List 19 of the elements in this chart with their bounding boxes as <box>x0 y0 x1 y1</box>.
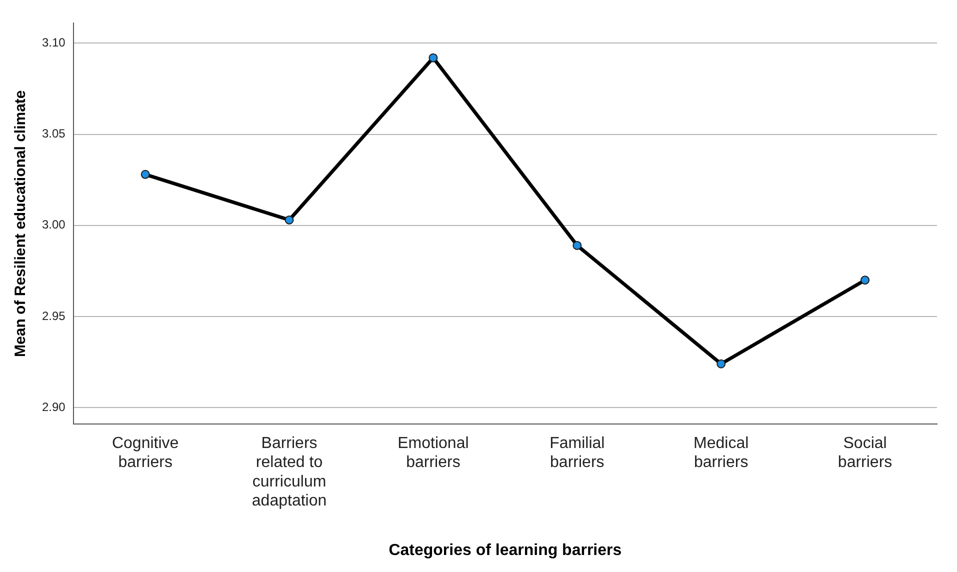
y-tick-label: 3.05 <box>42 126 66 141</box>
y-axis-title: Mean of Resilient educational climate <box>12 90 30 357</box>
point <box>572 240 582 250</box>
x-tick-label: Barriers related to curriculum adaptation <box>252 435 327 510</box>
point <box>284 215 294 224</box>
y-tick-label: 2.95 <box>42 308 66 323</box>
x-tick-label: Social barriers <box>838 435 892 472</box>
x-tick-label: Familial barriers <box>550 435 605 472</box>
point <box>140 170 150 179</box>
y-tick-label: 3.00 <box>42 218 66 232</box>
x-tick-label: Emotional barriers <box>398 435 469 472</box>
y-tick-label: 3.10 <box>42 36 66 50</box>
x-axis-title: Categories of learning barriers <box>388 542 622 559</box>
point <box>428 53 438 62</box>
point <box>716 359 726 368</box>
point <box>860 276 870 285</box>
x-tick-label: Cognitive barriers <box>112 435 179 472</box>
x-tick-label: Medical barriers <box>694 435 749 472</box>
y-tick-label: 2.90 <box>42 400 66 414</box>
